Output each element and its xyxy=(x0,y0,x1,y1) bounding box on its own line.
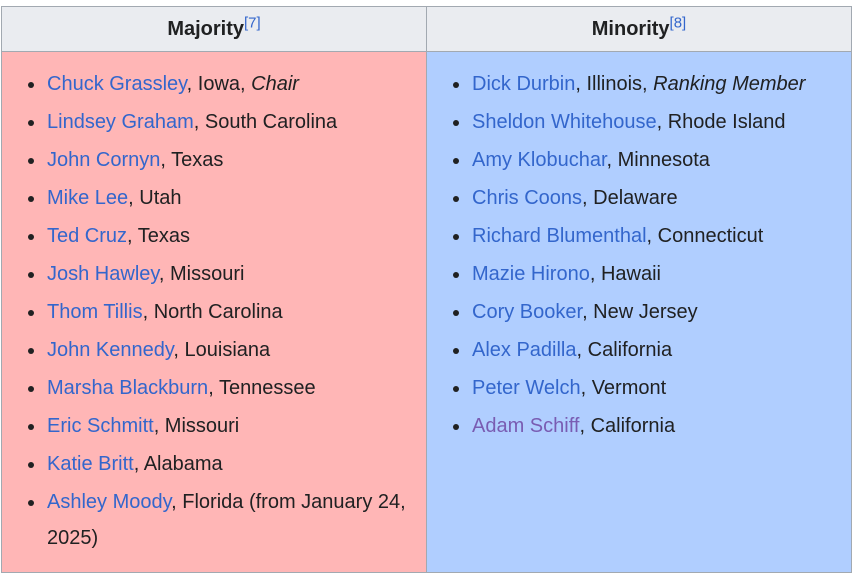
senator-state: , Vermont xyxy=(580,377,667,399)
senator-state: , Tennessee xyxy=(208,377,316,399)
majority-member-item: Lindsey Graham, South Carolina xyxy=(46,104,416,140)
senator-link[interactable]: Lindsey Graham xyxy=(47,111,194,133)
minority-member-item: Mazie Hirono, Hawaii xyxy=(471,256,841,292)
majority-member-item: John Cornyn, Texas xyxy=(46,142,416,178)
senator-link[interactable]: Ashley Moody xyxy=(47,491,172,513)
majority-member-item: Josh Hawley, Missouri xyxy=(46,256,416,292)
minority-header-label: Minority xyxy=(591,17,670,40)
senator-link[interactable]: Katie Britt xyxy=(47,453,134,475)
majority-member-item: Mike Lee, Utah xyxy=(46,180,416,216)
majority-member-item: Ted Cruz, Texas xyxy=(46,218,416,254)
members-row: Chuck Grassley, Iowa, ChairLindsey Graha… xyxy=(1,51,852,573)
minority-member-item: Alex Padilla, California xyxy=(471,332,841,368)
majority-member-list: Chuck Grassley, Iowa, ChairLindsey Graha… xyxy=(2,52,426,556)
senator-link[interactable]: Eric Schmitt xyxy=(47,415,154,437)
minority-member-item: Amy Klobuchar, Minnesota xyxy=(471,142,841,178)
senator-link[interactable]: Mike Lee xyxy=(47,187,129,209)
senator-link[interactable]: Sheldon Whitehouse xyxy=(472,111,657,133)
minority-member-item: Chris Coons, Delaware xyxy=(471,180,841,216)
senator-state: , California xyxy=(579,415,676,437)
senator-link[interactable]: John Cornyn xyxy=(47,149,161,171)
majority-member-item: Eric Schmitt, Missouri xyxy=(46,408,416,444)
senator-state: , Florida (from January 24, 2025) xyxy=(47,491,406,549)
senator-link[interactable]: Cory Booker xyxy=(472,301,583,323)
minority-member-item: Sheldon Whitehouse, Rhode Island xyxy=(471,104,841,140)
senator-state: , Texas xyxy=(160,149,224,171)
committee-membership-table: Majority[7] Minority[8] Chuck Grassley, … xyxy=(1,6,852,573)
minority-member-list: Dick Durbin, Illinois, Ranking MemberShe… xyxy=(427,52,851,444)
senator-state: , North Carolina xyxy=(142,301,283,323)
minority-member-item: Cory Booker, New Jersey xyxy=(471,294,841,330)
senator-state: , Missouri xyxy=(158,263,245,285)
header-row: Majority[7] Minority[8] xyxy=(1,6,852,52)
senator-state: , Iowa, xyxy=(186,73,252,95)
senator-role: Chair xyxy=(251,73,299,95)
senator-link[interactable]: Josh Hawley xyxy=(47,263,159,285)
senator-state: , Texas xyxy=(127,225,191,247)
senator-link[interactable]: Adam Schiff xyxy=(472,415,580,437)
senator-link[interactable]: Ted Cruz xyxy=(47,225,128,247)
senator-link[interactable]: Alex Padilla xyxy=(472,339,577,361)
senator-state: , Connecticut xyxy=(646,225,764,247)
senator-link[interactable]: Richard Blumenthal xyxy=(472,225,647,247)
senator-state: , California xyxy=(576,339,673,361)
senator-state: , Rhode Island xyxy=(656,111,786,133)
minority-member-item: Adam Schiff, California xyxy=(471,408,841,444)
majority-member-item: Ashley Moody, Florida (from January 24, … xyxy=(46,484,416,556)
minority-header: Minority[8] xyxy=(426,6,852,52)
majority-cell: Chuck Grassley, Iowa, ChairLindsey Graha… xyxy=(1,51,427,573)
senator-role: Ranking Member xyxy=(653,73,806,95)
senator-link[interactable]: Thom Tillis xyxy=(47,301,143,323)
senator-link[interactable]: Chris Coons xyxy=(472,187,583,209)
senator-link[interactable]: Dick Durbin xyxy=(472,73,576,95)
senator-state: , New Jersey xyxy=(582,301,698,323)
senator-state: , Utah xyxy=(128,187,182,209)
senator-state: , Illinois, xyxy=(575,73,654,95)
majority-member-item: Marsha Blackburn, Tennessee xyxy=(46,370,416,406)
senator-state: , Alabama xyxy=(133,453,223,475)
senator-link[interactable]: John Kennedy xyxy=(47,339,174,361)
senator-link[interactable]: Mazie Hirono xyxy=(472,263,590,285)
senator-state: , Hawaii xyxy=(589,263,661,285)
senator-state: , Minnesota xyxy=(606,149,710,171)
senator-link[interactable]: Chuck Grassley xyxy=(47,73,187,95)
minority-cell: Dick Durbin, Illinois, Ranking MemberShe… xyxy=(426,51,852,573)
minority-reference-link[interactable]: [8] xyxy=(669,13,687,31)
majority-member-item: Katie Britt, Alabama xyxy=(46,446,416,482)
minority-member-item: Peter Welch, Vermont xyxy=(471,370,841,406)
senator-state: , Louisiana xyxy=(173,339,271,361)
minority-member-item: Dick Durbin, Illinois, Ranking Member xyxy=(471,66,841,102)
senator-state: , Missouri xyxy=(153,415,240,437)
majority-reference-link[interactable]: [7] xyxy=(244,13,261,31)
senator-state: , Delaware xyxy=(582,187,678,209)
majority-member-item: Chuck Grassley, Iowa, Chair xyxy=(46,66,416,102)
senator-link[interactable]: Marsha Blackburn xyxy=(47,377,209,399)
majority-member-item: Thom Tillis, North Carolina xyxy=(46,294,416,330)
majority-header: Majority[7] xyxy=(1,6,427,52)
majority-member-item: John Kennedy, Louisiana xyxy=(46,332,416,368)
senator-link[interactable]: Peter Welch xyxy=(472,377,581,399)
senator-state: , South Carolina xyxy=(193,111,338,133)
majority-header-label: Majority xyxy=(167,17,244,40)
senator-link[interactable]: Amy Klobuchar xyxy=(472,149,607,171)
minority-member-item: Richard Blumenthal, Connecticut xyxy=(471,218,841,254)
